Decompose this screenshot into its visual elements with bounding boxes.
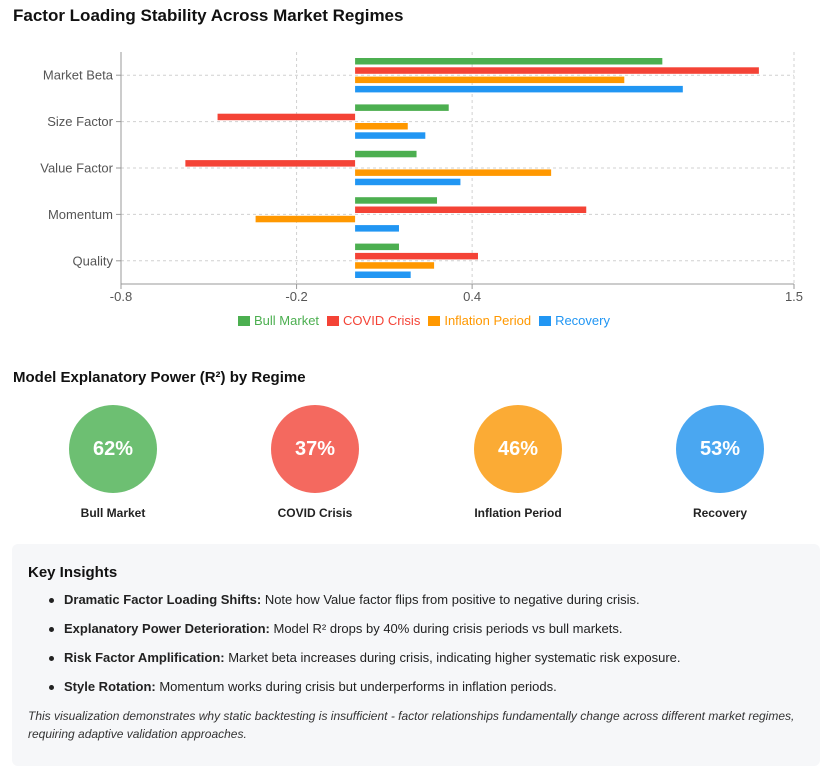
insight-text: Note how Value factor flips from positiv… [261,592,640,607]
r2-circle: 46% [474,405,562,493]
r2-label: Inflation Period [474,506,562,520]
bar-recovery [355,271,411,278]
insight-heading: Risk Factor Amplification: [64,650,225,665]
legend-swatch [539,315,552,326]
x-tick-label: 0.4 [463,289,481,304]
r2-label: Recovery [692,506,748,520]
x-tick-label: -0.8 [110,289,132,304]
category-label: Size Factor [47,114,113,129]
bar-inflation-period [355,76,625,84]
insight-item: Style Rotation: Momentum works during cr… [48,678,804,696]
bar-recovery [355,132,426,139]
category-label: Market Beta [43,68,114,83]
r2-label: Bull Market [80,506,146,520]
bar-covid-crisis [185,160,356,167]
bar-bull-market [355,58,663,65]
r2-circle: 53% [676,405,764,493]
bar-inflation-period [255,215,356,223]
r2-section-title: Model Explanatory Power (R²) by Regime [13,369,306,386]
r2-item-bull-market: 62% Bull Market [53,405,173,520]
x-tick-label: -0.2 [285,289,307,304]
legend-label: Inflation Period [444,313,532,328]
legend-label: Bull Market [254,313,320,328]
category-label: Quality [73,253,114,268]
bar-bull-market [355,104,449,111]
legend-item[interactable]: Inflation Period [428,313,531,328]
bar-bull-market [355,197,438,204]
r2-circle: 62% [69,405,157,493]
category-label: Momentum [48,207,113,222]
r2-item-inflation-period: 46% Inflation Period [458,405,578,520]
bar-recovery [355,178,461,186]
insight-text: Momentum works during crisis but underpe… [155,679,557,694]
legend-label: COVID Crisis [343,313,421,328]
bar-covid-crisis [355,252,478,260]
legend-item[interactable]: Recovery [539,313,610,328]
legend-swatch [428,315,441,326]
insight-heading: Style Rotation: [64,679,156,694]
insight-text: Model R² drops by 40% during crisis peri… [269,621,623,636]
bar-recovery [355,225,399,232]
legend-label: Recovery [555,313,610,328]
x-tick-label: 1.5 [785,289,803,304]
bar-bull-market [355,243,399,251]
bar-inflation-period [355,169,552,176]
r2-item-recovery: 53% Recovery [660,405,780,520]
insight-item: Explanatory Power Deterioration: Model R… [48,620,804,638]
bar-covid-crisis [217,113,356,121]
legend-swatch [238,315,251,326]
factor-loading-chart: Market Beta Size Factor Value Factor Moment… [40,52,803,304]
bar-covid-crisis [355,67,759,74]
insights-panel: Key Insights Dramatic Factor Loading Shi… [12,544,820,766]
insights-title: Key Insights [28,564,118,581]
chart-title: Factor Loading Stability Across Market R… [13,6,404,25]
r2-item-covid-crisis: 37% COVID Crisis [255,405,375,520]
bar-inflation-period [355,123,408,130]
r2-circle: 37% [271,405,359,493]
category-label: Value Factor [40,161,113,176]
insight-item: Risk Factor Amplification: Market beta i… [48,649,804,667]
insights-note: This visualization demonstrates why stat… [28,709,795,741]
legend-item[interactable]: Bull Market [238,313,319,328]
chart-legend: Bull Market COVID Crisis Inflation Period R… [0,313,838,328]
insights-list: Dramatic Factor Loading Shifts: Note how… [28,591,804,696]
insight-heading: Explanatory Power Deterioration: [64,621,270,636]
legend-item[interactable]: COVID Crisis [327,313,420,328]
insight-text: Market beta increases during crisis, ind… [224,650,681,665]
insight-item: Dramatic Factor Loading Shifts: Note how… [48,591,804,609]
legend-swatch [327,315,340,326]
bar-inflation-period [355,262,435,269]
insight-heading: Dramatic Factor Loading Shifts: [64,592,262,607]
bar-covid-crisis [355,206,587,213]
r2-label: COVID Crisis [277,506,353,520]
bar-recovery [355,85,683,93]
bar-bull-market [355,150,417,158]
